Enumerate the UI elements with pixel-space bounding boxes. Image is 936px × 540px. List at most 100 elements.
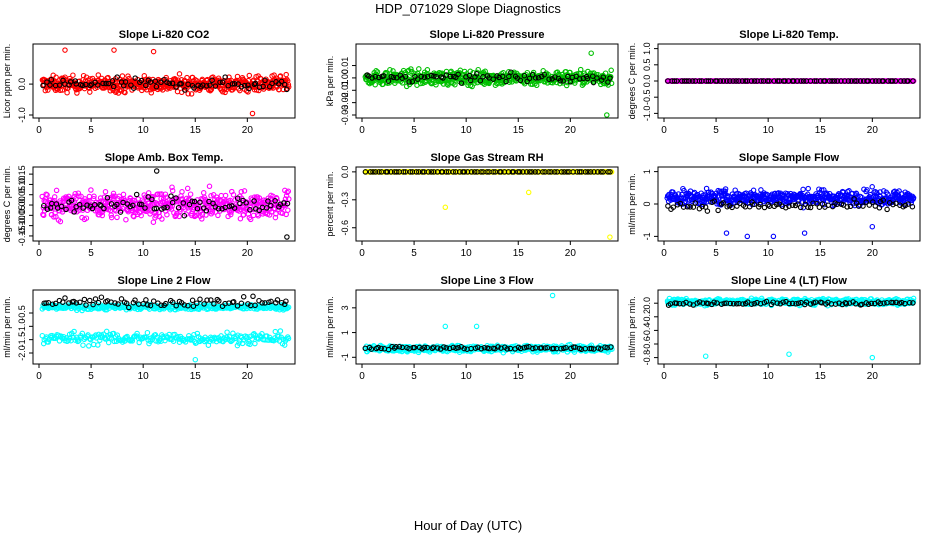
data-point [114, 201, 120, 208]
x-tick-label: 20 [242, 125, 254, 136]
data-point [71, 198, 78, 205]
data-point [563, 82, 570, 89]
data-point [250, 293, 256, 300]
x-tick-label: 20 [867, 248, 879, 259]
x-tick-label: 5 [411, 248, 417, 259]
data-point [84, 202, 90, 208]
data-point [252, 302, 258, 309]
data-point [109, 78, 116, 84]
data-point [406, 79, 412, 85]
outlier-point [62, 47, 68, 53]
data-point [771, 78, 777, 84]
data-point [123, 300, 130, 307]
data-point [274, 297, 281, 303]
y-axis-label: ml/min per min. [2, 296, 12, 358]
data-point [142, 205, 148, 211]
data-point [199, 211, 206, 218]
data-point [863, 199, 869, 205]
data-point [247, 216, 254, 223]
data-point [521, 72, 528, 79]
data-point [169, 184, 175, 190]
x-tick-label: 0 [661, 125, 667, 136]
data-point [686, 78, 692, 84]
data-point [251, 198, 257, 204]
outlier-point [588, 50, 594, 56]
data-point [892, 78, 899, 84]
data-point [584, 75, 591, 82]
data-point [200, 190, 207, 196]
y-tick-label: 0.01 [340, 57, 350, 75]
data-point [194, 212, 200, 218]
data-point [86, 343, 92, 349]
data-point [176, 71, 183, 77]
y-tick-label: 0 [642, 201, 652, 206]
data-point [251, 81, 258, 88]
data-point [244, 333, 250, 340]
data-point [433, 82, 439, 88]
x-tick-label: 20 [242, 248, 254, 259]
data-point [53, 187, 60, 194]
data-point [114, 74, 120, 80]
data-point [97, 202, 103, 208]
data-point [194, 300, 200, 306]
data-point [169, 80, 176, 87]
data-point [786, 203, 792, 209]
data-point [551, 169, 558, 175]
data-point [166, 80, 173, 86]
data-point [47, 82, 53, 88]
data-point [225, 83, 231, 89]
outlier-point [111, 47, 117, 53]
series-2 [41, 168, 291, 240]
y-axis-label: ml/min per min. [627, 173, 637, 235]
data-point [841, 78, 848, 84]
data-point [285, 81, 292, 88]
data-point [222, 300, 228, 307]
data-point [671, 78, 678, 84]
data-point [447, 73, 454, 80]
data-point [819, 194, 826, 200]
data-point [532, 169, 538, 175]
data-point [477, 77, 484, 84]
data-point [98, 202, 104, 209]
y-tick-label: 0.0 [340, 166, 350, 179]
data-point [764, 78, 771, 84]
data-point [245, 89, 251, 95]
data-point [214, 197, 221, 203]
data-point [164, 211, 170, 218]
data-point [408, 66, 414, 72]
data-point [478, 169, 484, 175]
data-point [558, 169, 565, 175]
data-point [169, 299, 176, 305]
data-point [95, 82, 101, 88]
data-point [87, 297, 93, 304]
data-point [418, 73, 425, 80]
data-point [234, 195, 241, 201]
plot-frame [32, 166, 296, 242]
outlier-point [869, 223, 876, 230]
data-point [800, 78, 807, 84]
y-tick-label: 0.15 [17, 165, 27, 183]
data-point [86, 193, 93, 200]
plot-frame [32, 43, 296, 119]
data-point [237, 215, 244, 222]
data-point [208, 193, 214, 199]
data-point [546, 169, 552, 175]
x-tick-label: 0 [359, 125, 365, 136]
data-point [178, 81, 184, 87]
data-point [696, 78, 703, 84]
data-point [376, 74, 382, 81]
data-point [212, 83, 219, 89]
data-point [760, 78, 767, 84]
data-point [800, 186, 806, 193]
outlier-point [192, 356, 199, 363]
data-point [484, 169, 490, 175]
x-tick-label: 10 [461, 248, 473, 259]
data-point [751, 78, 758, 84]
data-point [387, 67, 393, 73]
data-point [428, 72, 435, 79]
data-point [227, 337, 233, 343]
data-point [468, 169, 475, 175]
